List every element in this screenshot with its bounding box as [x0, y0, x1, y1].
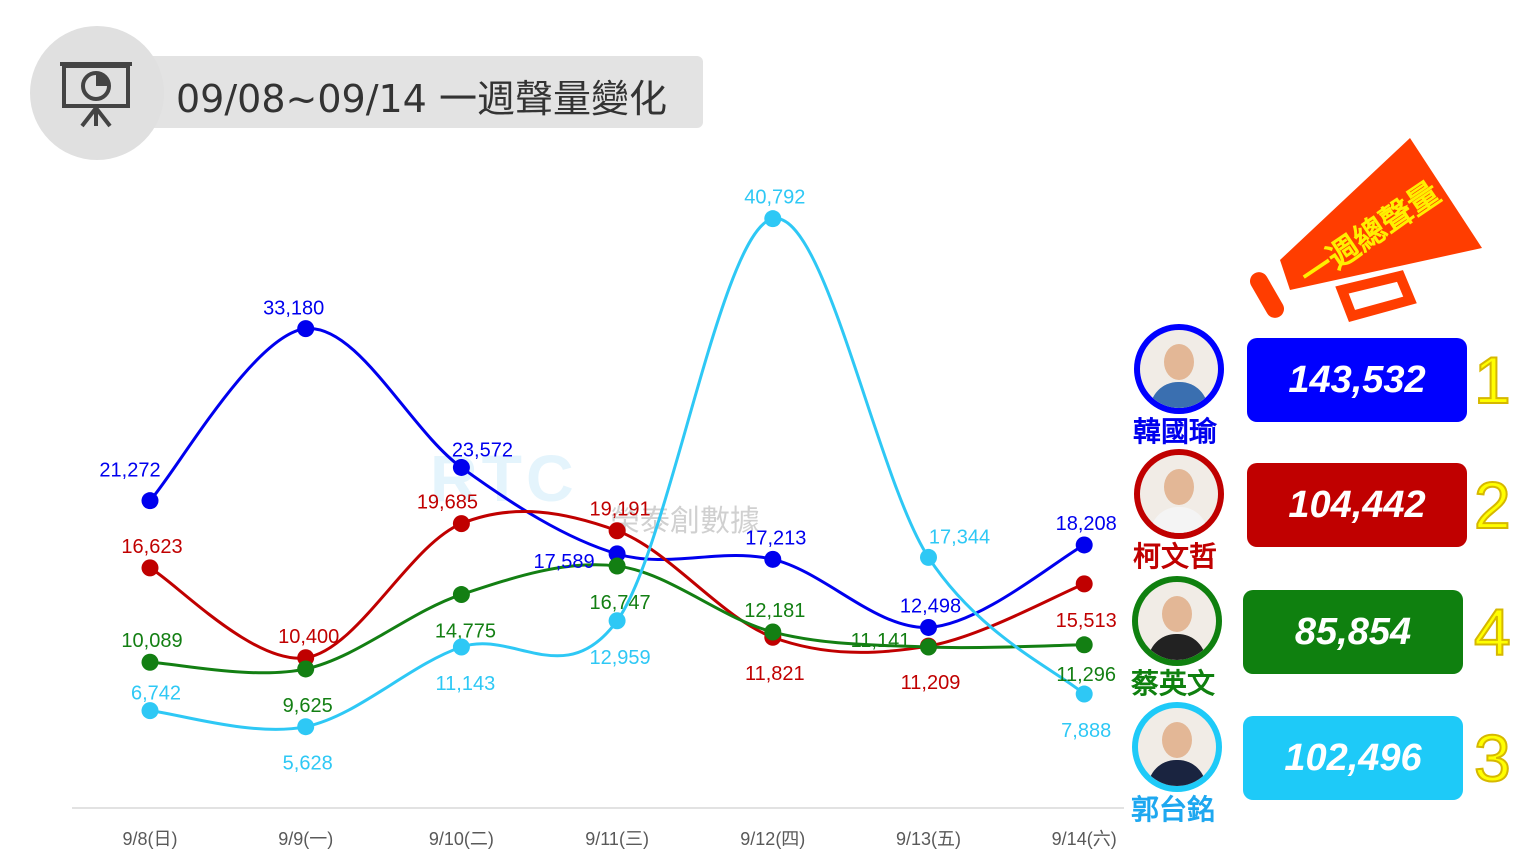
candidate-rank: 4: [1473, 594, 1512, 670]
data-label: 19,685: [417, 492, 478, 514]
data-label: 10,089: [121, 630, 182, 652]
data-point: [452, 586, 470, 604]
data-point: [297, 660, 315, 678]
data-point: [1075, 685, 1093, 703]
data-label: 12,498: [900, 595, 961, 617]
data-point: [608, 557, 626, 575]
x-tick-label: 9/10(二): [429, 829, 494, 849]
candidate-total: 102,496: [1243, 716, 1463, 800]
candidate-rank: 3: [1473, 720, 1512, 796]
data-point: [141, 653, 159, 671]
x-tick-label: 9/14(六): [1052, 829, 1117, 849]
presentation-chart-icon: [60, 62, 132, 128]
watermark: RTC 榮泰創數據: [430, 440, 760, 538]
candidate-avatar: [1134, 324, 1224, 414]
data-point: [452, 458, 470, 476]
data-label: 17,213: [745, 527, 806, 549]
data-label: 11,296: [1056, 664, 1116, 686]
data-label: 17,589: [534, 551, 595, 573]
data-point: [141, 559, 159, 577]
data-point: [1075, 636, 1093, 654]
x-tick-label: 9/12(四): [740, 829, 805, 849]
data-point: [608, 545, 626, 563]
data-point: [764, 623, 782, 641]
data-point: [297, 718, 315, 736]
data-point: [764, 210, 782, 228]
data-label: 9,625: [283, 695, 333, 717]
data-point: [452, 515, 470, 533]
x-tick-label: 9/11(三): [585, 829, 649, 849]
x-tick-label: 9/9(一): [278, 829, 333, 849]
x-tick-label: 9/8(日): [122, 829, 177, 849]
data-label: 17,344: [929, 526, 990, 548]
data-point: [141, 702, 159, 720]
data-label: 7,888: [1061, 720, 1111, 742]
data-label: 6,742: [131, 683, 181, 705]
data-point: [1075, 575, 1093, 593]
data-label: 16,747: [590, 592, 651, 614]
series-line-韓國瑜: [148, 327, 1085, 629]
candidate-total: 85,854: [1243, 590, 1463, 674]
data-label: 40,792: [744, 187, 805, 209]
data-label: 16,623: [121, 536, 182, 558]
megaphone-badge: 一週總聲量: [1250, 130, 1490, 335]
data-label: 14,775: [435, 621, 496, 643]
candidate-rank: 1: [1473, 342, 1512, 418]
watermark-text: 榮泰創數據: [610, 505, 760, 538]
data-point: [1075, 536, 1093, 554]
data-label: 10,400: [278, 626, 339, 648]
data-point: [452, 638, 470, 656]
candidate-name: 郭台銘: [1131, 793, 1216, 826]
data-label: 19,191: [590, 499, 651, 521]
data-label: 11,143: [436, 673, 496, 695]
data-label: 12,181: [744, 600, 805, 622]
data-point: [920, 618, 937, 636]
data-point: [608, 522, 626, 540]
data-point: [141, 492, 159, 510]
x-tick-label: 9/13(五): [896, 829, 961, 849]
page-title: 09/08~09/14 一週聲量變化: [176, 77, 667, 121]
data-point: [920, 638, 937, 656]
candidate-avatar: [1134, 449, 1224, 539]
series-line-郭台銘: [149, 217, 1086, 731]
data-label: 18,208: [1056, 513, 1117, 535]
data-label: 11,821: [745, 663, 805, 685]
candidate-name: 韓國瑜: [1133, 415, 1218, 448]
data-point: [764, 550, 782, 568]
data-label: 5,628: [283, 753, 333, 775]
data-label: 21,272: [99, 460, 160, 482]
header-bar: [110, 56, 703, 128]
candidate-avatar: [1132, 702, 1222, 792]
data-label: 23,572: [452, 439, 513, 461]
data-point: [920, 548, 937, 566]
candidate-name: 蔡英文: [1131, 667, 1216, 700]
candidate-total: 143,532: [1247, 338, 1467, 422]
data-point: [297, 320, 315, 338]
data-label: 11,141: [851, 630, 911, 652]
data-label: 12,959: [590, 647, 651, 669]
watermark-logo: RTC: [430, 441, 578, 515]
candidate-rank: 2: [1473, 467, 1512, 543]
data-point: [608, 612, 626, 630]
candidate-name: 柯文哲: [1133, 540, 1218, 573]
line-chart: 9/8(日) 9/9(一) 9/10(二) 9/11(三) 9/12(四) 9/13(五)…: [72, 187, 1124, 849]
data-label: 15,513: [1056, 610, 1117, 632]
data-label: 11,209: [901, 672, 961, 694]
candidate-avatar: [1132, 576, 1222, 666]
candidate-total: 104,442: [1247, 463, 1467, 547]
header-icon-circle: [30, 26, 164, 160]
data-label: 33,180: [263, 298, 324, 320]
